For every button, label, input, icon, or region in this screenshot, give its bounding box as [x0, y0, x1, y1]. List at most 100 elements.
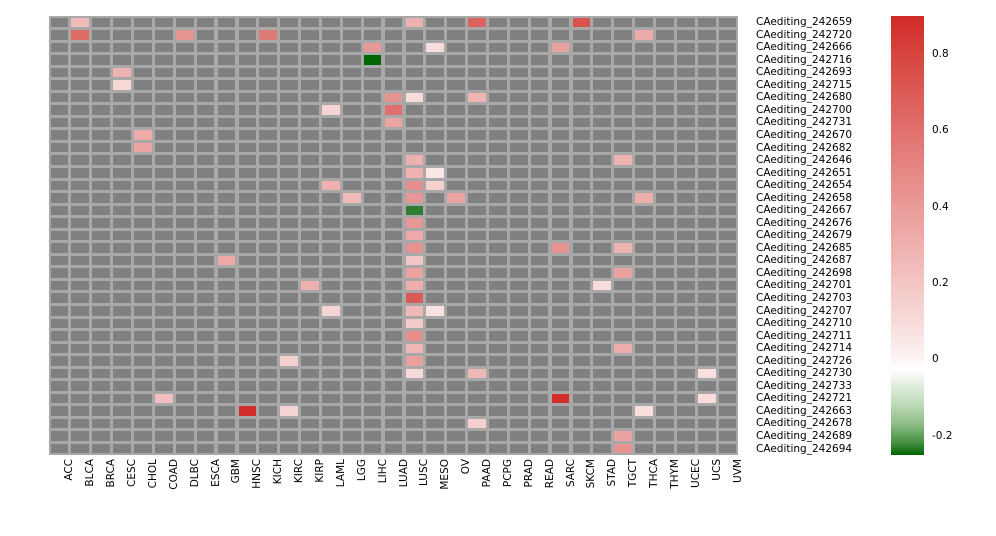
heatmap-cell-empty — [175, 180, 194, 191]
heatmap-cell-empty — [175, 67, 194, 78]
heatmap-cell-empty — [426, 255, 445, 266]
heatmap-cell-empty — [676, 142, 695, 153]
heatmap-cell-empty — [489, 130, 507, 140]
heatmap-cell-empty — [447, 155, 465, 165]
heatmap-plot-area[interactable] — [49, 16, 738, 455]
heatmap-cell-empty — [572, 305, 591, 316]
heatmap-cell-empty — [509, 80, 528, 90]
heatmap-cell-empty — [405, 443, 424, 454]
heatmap-cell-empty — [92, 331, 111, 341]
heatmap-cell-empty — [426, 280, 445, 291]
heatmap-cell-empty — [196, 30, 215, 40]
heatmap-cell-empty — [509, 431, 528, 441]
heatmap-cell-empty — [280, 105, 298, 115]
heatmap-cell-empty — [384, 331, 403, 341]
heatmap-cell-empty — [342, 268, 361, 278]
heatmap-cell-empty — [384, 393, 403, 404]
heatmap-cell-empty — [217, 30, 236, 40]
heatmap-cell-empty — [363, 318, 382, 329]
heatmap-cell-empty — [217, 42, 236, 53]
colorbar-tick-label: 0.6 — [932, 124, 949, 137]
heatmap-cell-empty — [447, 431, 465, 441]
heatmap-cell-empty — [217, 280, 236, 291]
heatmap-cell-value — [217, 255, 236, 266]
heatmap-cell-empty — [50, 393, 69, 404]
heatmap-cell-empty — [113, 30, 131, 40]
heatmap-cell-empty — [92, 381, 111, 391]
heatmap-cell-empty — [175, 55, 194, 65]
heatmap-cell-empty — [426, 117, 445, 128]
heatmap-cell-value — [551, 243, 570, 253]
heatmap-cell-empty — [322, 431, 340, 441]
heatmap-cell-empty — [447, 180, 465, 191]
heatmap-cell-empty — [384, 255, 403, 266]
heatmap-cell-empty — [342, 443, 361, 454]
heatmap-cell-empty — [551, 30, 570, 40]
heatmap-cell-empty — [92, 155, 111, 165]
heatmap-cell-empty — [384, 142, 403, 153]
heatmap-cell-empty — [426, 67, 445, 78]
heatmap-cell-empty — [551, 356, 570, 366]
heatmap-cell-empty — [468, 305, 486, 316]
heatmap-cell-empty — [92, 142, 111, 153]
heatmap-cell-empty — [134, 343, 152, 354]
heatmap-cell-empty — [656, 443, 674, 454]
heatmap-cell-empty — [614, 30, 632, 40]
heatmap-cell-empty — [301, 42, 319, 53]
heatmap-cell-empty — [468, 393, 486, 404]
heatmap-cell-empty — [280, 368, 298, 379]
heatmap-cell-empty — [322, 155, 340, 165]
heatmap-cell-empty — [551, 67, 570, 78]
heatmap-cell-empty — [280, 393, 298, 404]
heatmap-cell-value — [405, 218, 424, 228]
heatmap-cell-empty — [509, 67, 528, 78]
heatmap-cell-empty — [280, 343, 298, 354]
heatmap-cell-empty — [280, 218, 298, 228]
heatmap-cell-empty — [551, 105, 570, 115]
heatmap-cell-empty — [676, 92, 695, 103]
heatmap-cell-empty — [697, 431, 716, 441]
heatmap-cell-empty — [363, 67, 382, 78]
heatmap-cell-empty — [301, 80, 319, 90]
heatmap-cell-empty — [384, 155, 403, 165]
heatmap-cell-empty — [259, 255, 278, 266]
heatmap-cell-empty — [718, 218, 737, 228]
heatmap-cell-empty — [154, 218, 173, 228]
heatmap-cell-empty — [217, 55, 236, 65]
heatmap-cell-empty — [572, 443, 591, 454]
y-axis-tick-label: CAediting_242693 — [756, 66, 853, 79]
heatmap-cell-empty — [280, 331, 298, 341]
heatmap-cell-empty — [447, 268, 465, 278]
heatmap-cell-empty — [447, 17, 465, 28]
heatmap-cell-empty — [426, 356, 445, 366]
heatmap-cell-value — [614, 443, 632, 454]
heatmap-cell-empty — [113, 155, 131, 165]
y-axis-tick-label: CAediting_242711 — [756, 329, 853, 342]
heatmap-cell-empty — [175, 280, 194, 291]
heatmap-cell-empty — [530, 193, 549, 203]
heatmap-cell-empty — [363, 230, 382, 241]
heatmap-cell-empty — [551, 55, 570, 65]
heatmap-cell-empty — [572, 393, 591, 404]
y-axis-tick-label: CAediting_242667 — [756, 204, 853, 217]
heatmap-cell-empty — [363, 205, 382, 216]
heatmap-cell-empty — [551, 193, 570, 203]
heatmap-cell-empty — [426, 30, 445, 40]
heatmap-cell-empty — [509, 30, 528, 40]
heatmap-cell-empty — [426, 193, 445, 203]
heatmap-cell-empty — [217, 230, 236, 241]
heatmap-cell-empty — [50, 431, 69, 441]
heatmap-cell-empty — [468, 268, 486, 278]
heatmap-cell-value — [71, 17, 90, 28]
heatmap-cell-empty — [92, 356, 111, 366]
heatmap-cell-empty — [301, 305, 319, 316]
heatmap-cell-empty — [259, 180, 278, 191]
heatmap-cell-empty — [217, 130, 236, 140]
heatmap-cell-empty — [134, 168, 152, 178]
heatmap-cell-empty — [447, 205, 465, 216]
heatmap-cell-empty — [363, 293, 382, 303]
heatmap-cell-empty — [342, 218, 361, 228]
heatmap-cell-empty — [134, 293, 152, 303]
heatmap-cell-value — [134, 130, 152, 140]
heatmap-cell-empty — [259, 280, 278, 291]
